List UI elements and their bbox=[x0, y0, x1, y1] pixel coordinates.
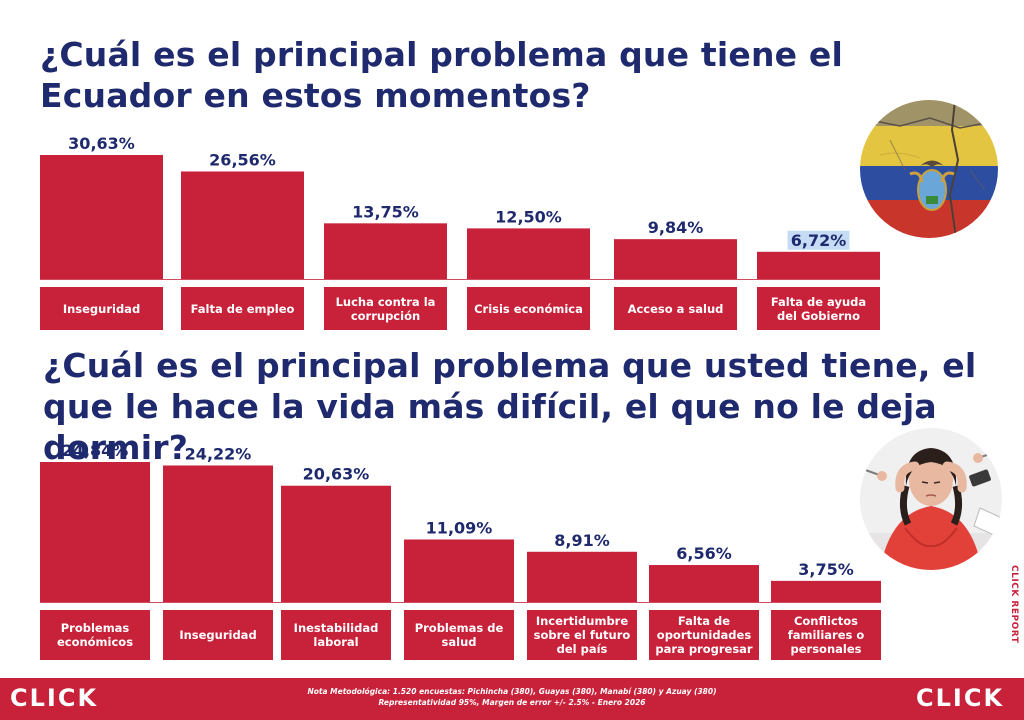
chart-2-category-label-7: Conflictos familiares o personales bbox=[771, 610, 881, 660]
chart-1-bar-6 bbox=[757, 251, 880, 279]
stressed-woman-icon bbox=[860, 428, 1002, 570]
chart-2-bar-4 bbox=[404, 539, 514, 602]
stressed-woman-photo bbox=[860, 428, 1002, 570]
methodology-note-line-2: Representatividad 95%, Margen de error +… bbox=[378, 698, 646, 707]
chart-1-value-label-2: 26,56% bbox=[209, 150, 276, 169]
chart-2-category-label-4: Problemas de salud bbox=[404, 610, 514, 660]
chart-1-value-label-6: 6,72% bbox=[791, 231, 847, 250]
chart-1-category-label-6: Falta de ayuda del Gobierno bbox=[757, 287, 880, 330]
chart-1-bar-5 bbox=[614, 239, 737, 279]
footer-bar: CLICK Nota Metodológica: 1.520 encuestas… bbox=[0, 678, 1024, 720]
methodology-note: Nota Metodológica: 1.520 encuestas: Pich… bbox=[250, 686, 774, 708]
chart-1-value-label-3: 13,75% bbox=[352, 202, 419, 221]
chart-2-category-label-3: Inestabilidad laboral bbox=[281, 610, 391, 660]
chart-2-value-label-7: 3,75% bbox=[798, 560, 854, 579]
chart-1-bar-1 bbox=[40, 155, 163, 279]
chart-1-bar-2 bbox=[181, 171, 304, 279]
chart-1-value-label-5: 9,84% bbox=[648, 218, 704, 237]
chart-2-category-label-5: Incertidumbre sobre el futuro del país bbox=[527, 610, 637, 660]
chart-2-title: ¿Cuál es el principal problema que usted… bbox=[43, 346, 977, 467]
chart-1-category-label-3: Lucha contra la corrupción bbox=[324, 287, 447, 330]
click-logo-right: CLICK bbox=[916, 684, 1005, 712]
chart-2-bar-1 bbox=[40, 462, 150, 602]
chart-2-category-label-2: Inseguridad bbox=[163, 610, 273, 660]
chart-2-bar-3 bbox=[281, 485, 391, 602]
value-label-highlight bbox=[787, 230, 850, 250]
ecuador-flag-wall-icon bbox=[860, 100, 998, 238]
chart-1-value-label-1: 30,63% bbox=[68, 134, 135, 153]
chart-2-bar-7 bbox=[771, 580, 881, 602]
chart-1-category-label-2: Falta de empleo bbox=[181, 287, 304, 330]
chart-2-value-label-5: 8,91% bbox=[554, 531, 610, 550]
side-brand-text: CLICK REPORT bbox=[1009, 565, 1019, 644]
chart-2-bar-5 bbox=[527, 551, 637, 602]
ecuador-flag-photo bbox=[860, 100, 998, 238]
chart-1-category-label-5: Acceso a salud bbox=[614, 287, 737, 330]
chart-1-bar-3 bbox=[324, 223, 447, 279]
chart-1-category-label-1: Inseguridad bbox=[40, 287, 163, 330]
chart-1-bar-4 bbox=[467, 228, 590, 279]
chart-1-value-label-4: 12,50% bbox=[495, 207, 562, 226]
chart-2-value-label-4: 11,09% bbox=[426, 518, 493, 537]
chart-2-bar-6 bbox=[649, 565, 759, 602]
chart-1-bars: 30,63% 26,56% 13,75% 12,50% 9,84% 6,72% bbox=[40, 134, 880, 280]
chart-2-category-label-1: Problemas económicos bbox=[40, 610, 150, 660]
chart-1-title: ¿Cuál es el principal problema que tiene… bbox=[40, 35, 844, 115]
methodology-note-line-1: Nota Metodológica: 1.520 encuestas: Pich… bbox=[307, 687, 717, 696]
chart-2-bar-2 bbox=[163, 465, 273, 602]
click-logo-left: CLICK bbox=[10, 684, 99, 712]
chart-1-category-label-4: Crisis económica bbox=[467, 287, 590, 330]
chart-2-value-label-6: 6,56% bbox=[676, 544, 732, 563]
chart-2-category-label-6: Falta de oportunidades para progresar bbox=[649, 610, 759, 660]
